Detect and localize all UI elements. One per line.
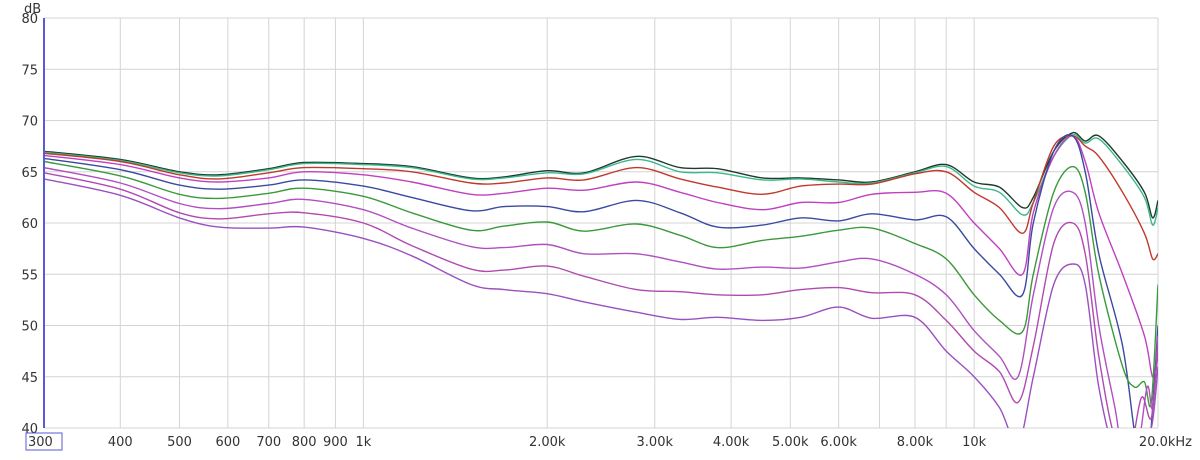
y-tick-label: 80 bbox=[21, 12, 38, 27]
x-start-marker-box[interactable] bbox=[25, 432, 63, 451]
grid bbox=[43, 17, 1159, 429]
curves bbox=[44, 131, 1158, 428]
x-tick-label: 900 bbox=[323, 435, 348, 450]
y-tick-label: 65 bbox=[21, 166, 38, 181]
x-tick-label: 800 bbox=[292, 435, 317, 450]
series-line-3 bbox=[44, 135, 1158, 261]
x-tick-label: 10k bbox=[962, 435, 987, 450]
series-line-6 bbox=[44, 160, 1158, 408]
x-tick-label: 2.00k bbox=[529, 435, 566, 450]
series-line-7 bbox=[44, 166, 1158, 428]
x-tick-label: 1k bbox=[355, 435, 371, 450]
y-tick-label: 45 bbox=[21, 371, 38, 386]
x-tick-label: 400 bbox=[108, 435, 133, 450]
series-line-2 bbox=[44, 133, 1158, 226]
x-tick-label: 8.00k bbox=[897, 435, 934, 450]
y-axis-label: dB bbox=[24, 2, 41, 17]
x-tick-label: 600 bbox=[215, 435, 240, 450]
y-tick-label: 50 bbox=[21, 320, 38, 335]
series-line-9 bbox=[44, 178, 1158, 428]
x-tick-label: 300 bbox=[28, 435, 53, 450]
x-tick-label: 3.00k bbox=[637, 435, 674, 450]
y-tick-label: 55 bbox=[21, 268, 38, 283]
series-line-8 bbox=[44, 172, 1158, 428]
series-line-1 bbox=[44, 131, 1158, 219]
series-line-5 bbox=[44, 134, 1158, 428]
x-tick-label: 5.00k bbox=[772, 435, 809, 450]
x-tick-label: 4.00k bbox=[713, 435, 750, 450]
x-tick-label: 20.0kHz bbox=[1139, 435, 1192, 450]
x-tick-label: 500 bbox=[167, 435, 192, 450]
y-tick-label: 70 bbox=[21, 115, 38, 130]
x-tick-label: 6.00k bbox=[820, 435, 857, 450]
series-line-4 bbox=[44, 135, 1158, 378]
y-tick-label: 60 bbox=[21, 217, 38, 232]
y-tick-label: 75 bbox=[21, 63, 38, 78]
x-tick-label: 700 bbox=[256, 435, 281, 450]
